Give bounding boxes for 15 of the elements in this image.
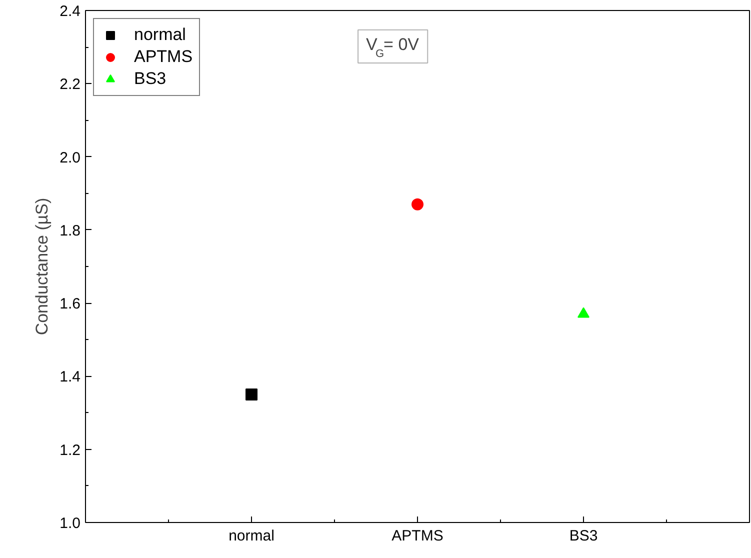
y-tick-label: 2.2	[60, 76, 81, 94]
y-tick-label: 2.4	[60, 3, 81, 20]
legend-label: BS3	[134, 69, 166, 89]
y-tick-label: 1.2	[60, 442, 81, 459]
legend-label: APTMS	[134, 47, 193, 67]
x-tick-label: normal	[228, 528, 274, 544]
legend-label: normal	[134, 25, 186, 45]
y-tick-label: 1.8	[60, 222, 81, 240]
x-tick-label: BS3	[569, 528, 598, 544]
y-tick-label: 2.0	[60, 149, 81, 166]
y-tick-label: 1.6	[60, 296, 81, 313]
y-axis-title: Conductance (µS)	[32, 198, 52, 336]
y-tick-label: 1.4	[60, 368, 81, 386]
y-tick-label: 1.0	[60, 515, 81, 532]
x-tick-label: APTMS	[392, 528, 444, 544]
